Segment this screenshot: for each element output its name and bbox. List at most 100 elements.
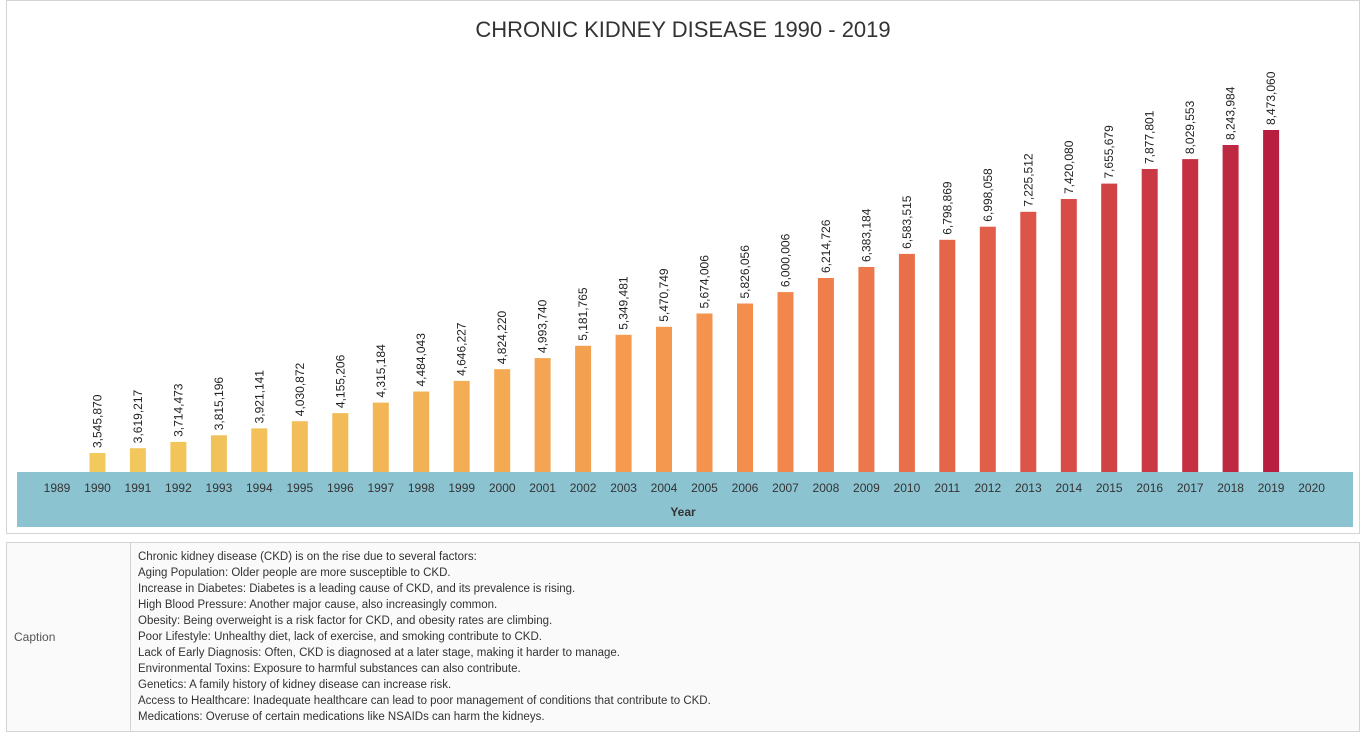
value-label-2007: 6,000,006 xyxy=(779,233,793,287)
x-tick-2001: 2001 xyxy=(529,481,556,495)
x-tick-1996: 1996 xyxy=(327,481,354,495)
x-tick-2006: 2006 xyxy=(732,481,759,495)
value-label-1994: 3,921,141 xyxy=(252,370,266,424)
x-tick-2012: 2012 xyxy=(974,481,1001,495)
bar-2013[interactable] xyxy=(1020,211,1037,473)
x-tick-1997: 1997 xyxy=(367,481,394,495)
x-tick-1995: 1995 xyxy=(286,481,313,495)
bar-2004[interactable] xyxy=(656,326,672,472)
value-label-2014: 7,420,080 xyxy=(1062,140,1076,194)
x-tick-2016: 2016 xyxy=(1136,481,1163,495)
x-tick-2008: 2008 xyxy=(813,481,840,495)
caption-line: Poor Lifestyle: Unhealthy diet, lack of … xyxy=(138,631,542,643)
x-tick-2011: 2011 xyxy=(934,481,960,495)
caption-line: Environmental Toxins: Exposure to harmfu… xyxy=(138,663,521,675)
bar-2009[interactable] xyxy=(858,267,875,472)
bar-2007[interactable] xyxy=(777,292,794,472)
value-label-1991: 3,619,217 xyxy=(131,389,145,443)
x-tick-2009: 2009 xyxy=(853,481,880,495)
value-label-2005: 5,674,006 xyxy=(698,255,712,309)
value-label-2019: 8,473,060 xyxy=(1264,71,1278,125)
bar-2019[interactable] xyxy=(1263,130,1280,472)
bar-2016[interactable] xyxy=(1141,169,1158,472)
value-label-2015: 7,655,679 xyxy=(1102,125,1116,179)
x-tick-2013: 2013 xyxy=(1015,481,1042,495)
value-label-1996: 4,155,206 xyxy=(333,354,347,408)
bar-1995[interactable] xyxy=(291,421,308,472)
x-tick-1991: 1991 xyxy=(125,481,152,495)
x-axis-title: Year xyxy=(670,505,696,519)
bar-1999[interactable] xyxy=(453,380,470,472)
chart-panel: CHRONIC KIDNEY DISEASE 1990 - 2019 3,545… xyxy=(6,0,1360,534)
x-tick-1990: 1990 xyxy=(84,481,111,495)
x-axis-ticks: 1989 1990 1991 1992 1993 1994 1995 1996 1997 1998… xyxy=(44,481,1326,495)
bar-1990[interactable] xyxy=(89,453,106,472)
value-label-1999: 4,646,227 xyxy=(455,322,469,376)
value-label-2018: 8,243,984 xyxy=(1224,86,1238,140)
caption-line: Lack of Early Diagnosis: Often, CKD is d… xyxy=(138,647,620,659)
bar-2006[interactable] xyxy=(737,303,753,473)
x-tick-1992: 1992 xyxy=(165,481,192,495)
value-label-2006: 5,826,056 xyxy=(738,245,752,299)
x-tick-2002: 2002 xyxy=(570,481,597,495)
bar-2008[interactable] xyxy=(817,278,834,472)
caption-line: Obesity: Being overweight is a risk fact… xyxy=(138,615,553,627)
x-tick-2014: 2014 xyxy=(1055,481,1082,495)
bar-2015[interactable] xyxy=(1101,183,1118,472)
x-tick-1999: 1999 xyxy=(448,481,475,495)
caption-panel: Caption Chronic kidney disease (CKD) is … xyxy=(6,542,1360,732)
bar-2010[interactable] xyxy=(898,253,915,472)
value-label-2016: 7,877,801 xyxy=(1143,110,1157,164)
chart-title: CHRONIC KIDNEY DISEASE 1990 - 2019 xyxy=(475,17,890,42)
bar-2011[interactable] xyxy=(939,239,956,472)
value-labels-layer: 3,545,870 3,619,217 3,714,473 3,815,196 3,92… xyxy=(91,71,1279,448)
bar-2005[interactable] xyxy=(696,313,713,473)
x-tick-2004: 2004 xyxy=(651,481,678,495)
bar-1992[interactable] xyxy=(170,441,187,472)
value-label-2004: 5,470,749 xyxy=(657,268,671,322)
bar-2003[interactable] xyxy=(615,334,632,472)
bar-2017[interactable] xyxy=(1182,159,1199,472)
x-tick-2000: 2000 xyxy=(489,481,516,495)
x-tick-1994: 1994 xyxy=(246,481,273,495)
value-label-2017: 8,029,553 xyxy=(1183,100,1197,154)
value-label-2003: 5,349,481 xyxy=(617,276,631,330)
bar-1994[interactable] xyxy=(251,428,268,472)
caption-line: Increase in Diabetes: Diabetes is a lead… xyxy=(138,583,576,595)
bar-chart: CHRONIC KIDNEY DISEASE 1990 - 2019 3,545… xyxy=(17,17,1353,527)
value-label-2012: 6,998,058 xyxy=(981,168,995,222)
bar-1998[interactable] xyxy=(413,391,430,473)
x-tick-1993: 1993 xyxy=(206,481,233,495)
x-tick-2018: 2018 xyxy=(1217,481,1244,495)
x-tick-2010: 2010 xyxy=(894,481,921,495)
caption-line: Chronic kidney disease (CKD) is on the r… xyxy=(138,551,477,563)
bar-2018[interactable] xyxy=(1222,145,1239,472)
bar-2014[interactable] xyxy=(1060,199,1077,472)
value-label-1992: 3,714,473 xyxy=(171,383,185,437)
value-label-2008: 6,214,726 xyxy=(819,219,833,273)
bars-layer xyxy=(89,130,1280,473)
value-label-1995: 4,030,872 xyxy=(293,362,307,416)
bar-1996[interactable] xyxy=(332,413,349,472)
x-tick-1989: 1989 xyxy=(44,481,71,495)
value-label-2010: 6,583,515 xyxy=(900,195,914,249)
caption-text: Chronic kidney disease (CKD) is on the r… xyxy=(138,549,711,725)
x-tick-2019: 2019 xyxy=(1258,481,1285,495)
x-axis-band xyxy=(17,472,1353,527)
x-tick-2007: 2007 xyxy=(772,481,799,495)
caption-line: Medications: Overuse of certain medicati… xyxy=(138,711,545,723)
value-label-1993: 3,815,196 xyxy=(212,377,226,431)
bar-1991[interactable] xyxy=(129,448,146,472)
value-label-1998: 4,484,043 xyxy=(414,333,428,387)
bar-2000[interactable] xyxy=(494,369,511,472)
bar-2012[interactable] xyxy=(979,226,996,472)
value-label-1997: 4,315,184 xyxy=(374,344,388,398)
bar-2002[interactable] xyxy=(575,345,592,472)
bar-1993[interactable] xyxy=(210,435,227,472)
caption-line: Access to Healthcare: Inadequate healthc… xyxy=(138,695,711,707)
bar-1997[interactable] xyxy=(372,402,389,472)
bar-2001[interactable] xyxy=(534,358,551,472)
value-label-2011: 6,798,869 xyxy=(940,181,954,235)
caption-line: Aging Population: Older people are more … xyxy=(138,567,451,579)
x-tick-2015: 2015 xyxy=(1096,481,1123,495)
